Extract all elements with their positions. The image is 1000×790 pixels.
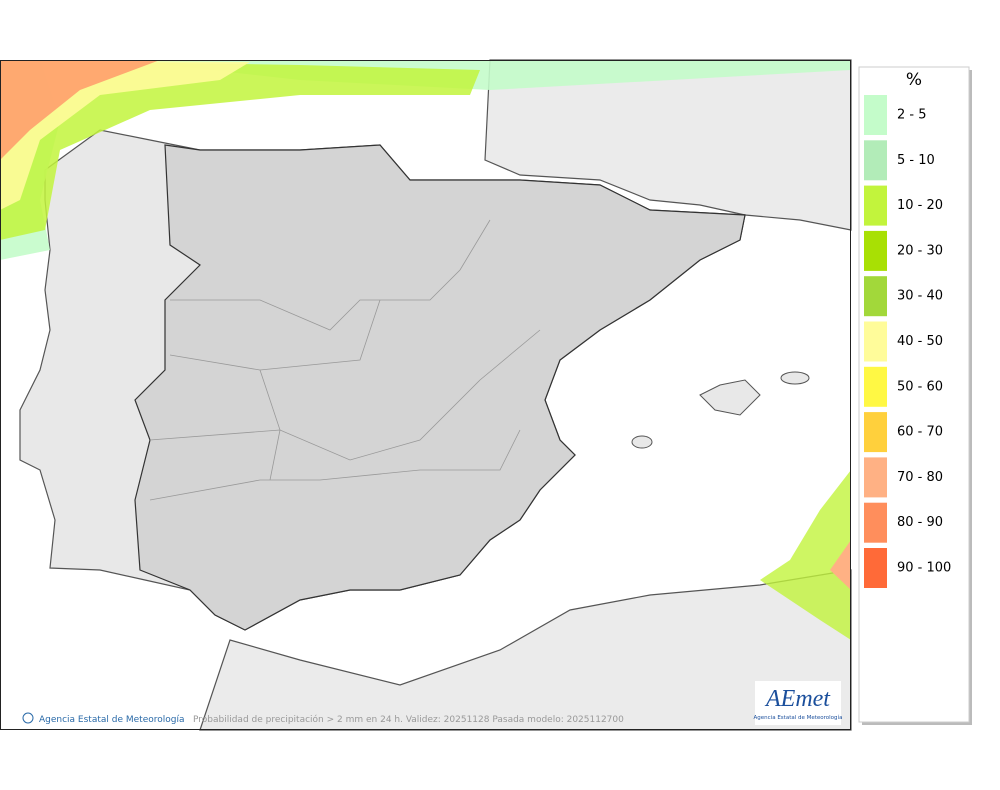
region-borders [149, 219, 541, 501]
legend-swatch [864, 457, 887, 498]
legend-swatch [864, 276, 887, 317]
legend-swatch [864, 230, 887, 271]
precip-green [0, 60, 480, 240]
legend-label: 5 - 10 [897, 153, 935, 168]
legend-label: 60 - 70 [897, 425, 943, 440]
legend-label: 30 - 40 [897, 289, 943, 304]
precip-east-core [830, 540, 851, 590]
logo-box [755, 681, 841, 725]
ibiza [631, 435, 653, 449]
precip-east [760, 470, 851, 640]
legend-swatch [864, 140, 887, 181]
legend-label: 50 - 60 [897, 379, 943, 394]
map-frame [0, 60, 851, 730]
credit: Agencia Estatal de Meteorología [39, 715, 185, 725]
legend-swatch [864, 548, 887, 588]
mallorca [699, 379, 761, 416]
legend-swatch [864, 95, 887, 135]
legend-title: % [906, 70, 922, 90]
caption: Probabilidad de precipitación > 2 mm en … [193, 714, 624, 725]
legend-label: 80 - 90 [897, 515, 943, 530]
legend-label: 20 - 30 [897, 243, 943, 258]
legend-label: 10 - 20 [897, 198, 943, 213]
legend-swatch [864, 502, 887, 543]
legend-label: 70 - 80 [897, 470, 943, 485]
legend-label: 40 - 50 [897, 334, 943, 349]
legend-label: 90 - 100 [897, 561, 951, 576]
menorca [780, 371, 810, 385]
legend-swatch [864, 412, 887, 453]
legend-label: 2 - 5 [897, 108, 927, 123]
logo-subtitle: Agencia Estatal de Meteorología [754, 714, 843, 721]
copyright-icon [22, 712, 34, 724]
logo-name: AEmet [764, 686, 831, 712]
legend-swatch [864, 366, 887, 407]
legend-swatch [864, 321, 887, 362]
legend-swatch [864, 185, 887, 226]
precip-orange [0, 60, 160, 160]
